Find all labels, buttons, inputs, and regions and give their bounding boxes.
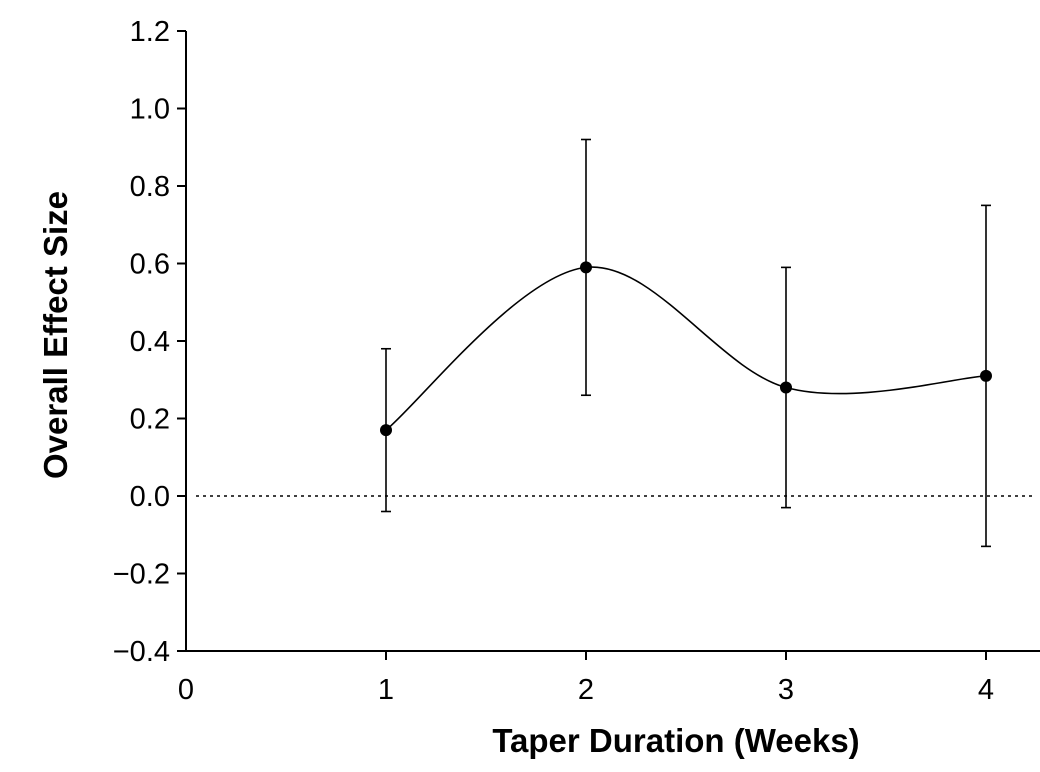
y-tick-label: −0.2 <box>113 559 170 591</box>
data-points <box>380 261 992 437</box>
x-axis-title: Taper Duration (Weeks) <box>492 722 859 759</box>
y-tick-label: 0.4 <box>130 326 170 358</box>
data-point <box>780 381 792 394</box>
y-axis: −0.4 −0.2 0.0 0.2 0.4 0.6 0.8 1.0 1.2 <box>113 16 187 668</box>
y-tick-label: −0.4 <box>113 636 170 668</box>
x-tick-label: 2 <box>578 674 594 706</box>
series-curve <box>385 266 987 431</box>
x-tick-label: 0 <box>178 674 194 706</box>
data-point <box>980 369 992 382</box>
x-axis: 0 1 2 3 4 <box>178 650 1040 706</box>
x-tick-label: 4 <box>978 674 994 706</box>
y-tick-label: 0.8 <box>130 171 170 203</box>
y-tick-label: 1.0 <box>130 94 170 126</box>
x-tick-label: 3 <box>778 674 794 706</box>
data-point <box>580 261 592 274</box>
y-tick-label: 1.2 <box>130 16 170 48</box>
x-tick-label: 1 <box>378 674 394 706</box>
y-tick-label: 0.0 <box>130 481 170 513</box>
data-point <box>380 424 392 437</box>
series-line <box>385 266 987 431</box>
y-tick-label: 0.2 <box>130 404 170 436</box>
y-tick-label: 0.6 <box>130 249 170 281</box>
y-axis-title: Overall Effect Size <box>37 191 74 479</box>
